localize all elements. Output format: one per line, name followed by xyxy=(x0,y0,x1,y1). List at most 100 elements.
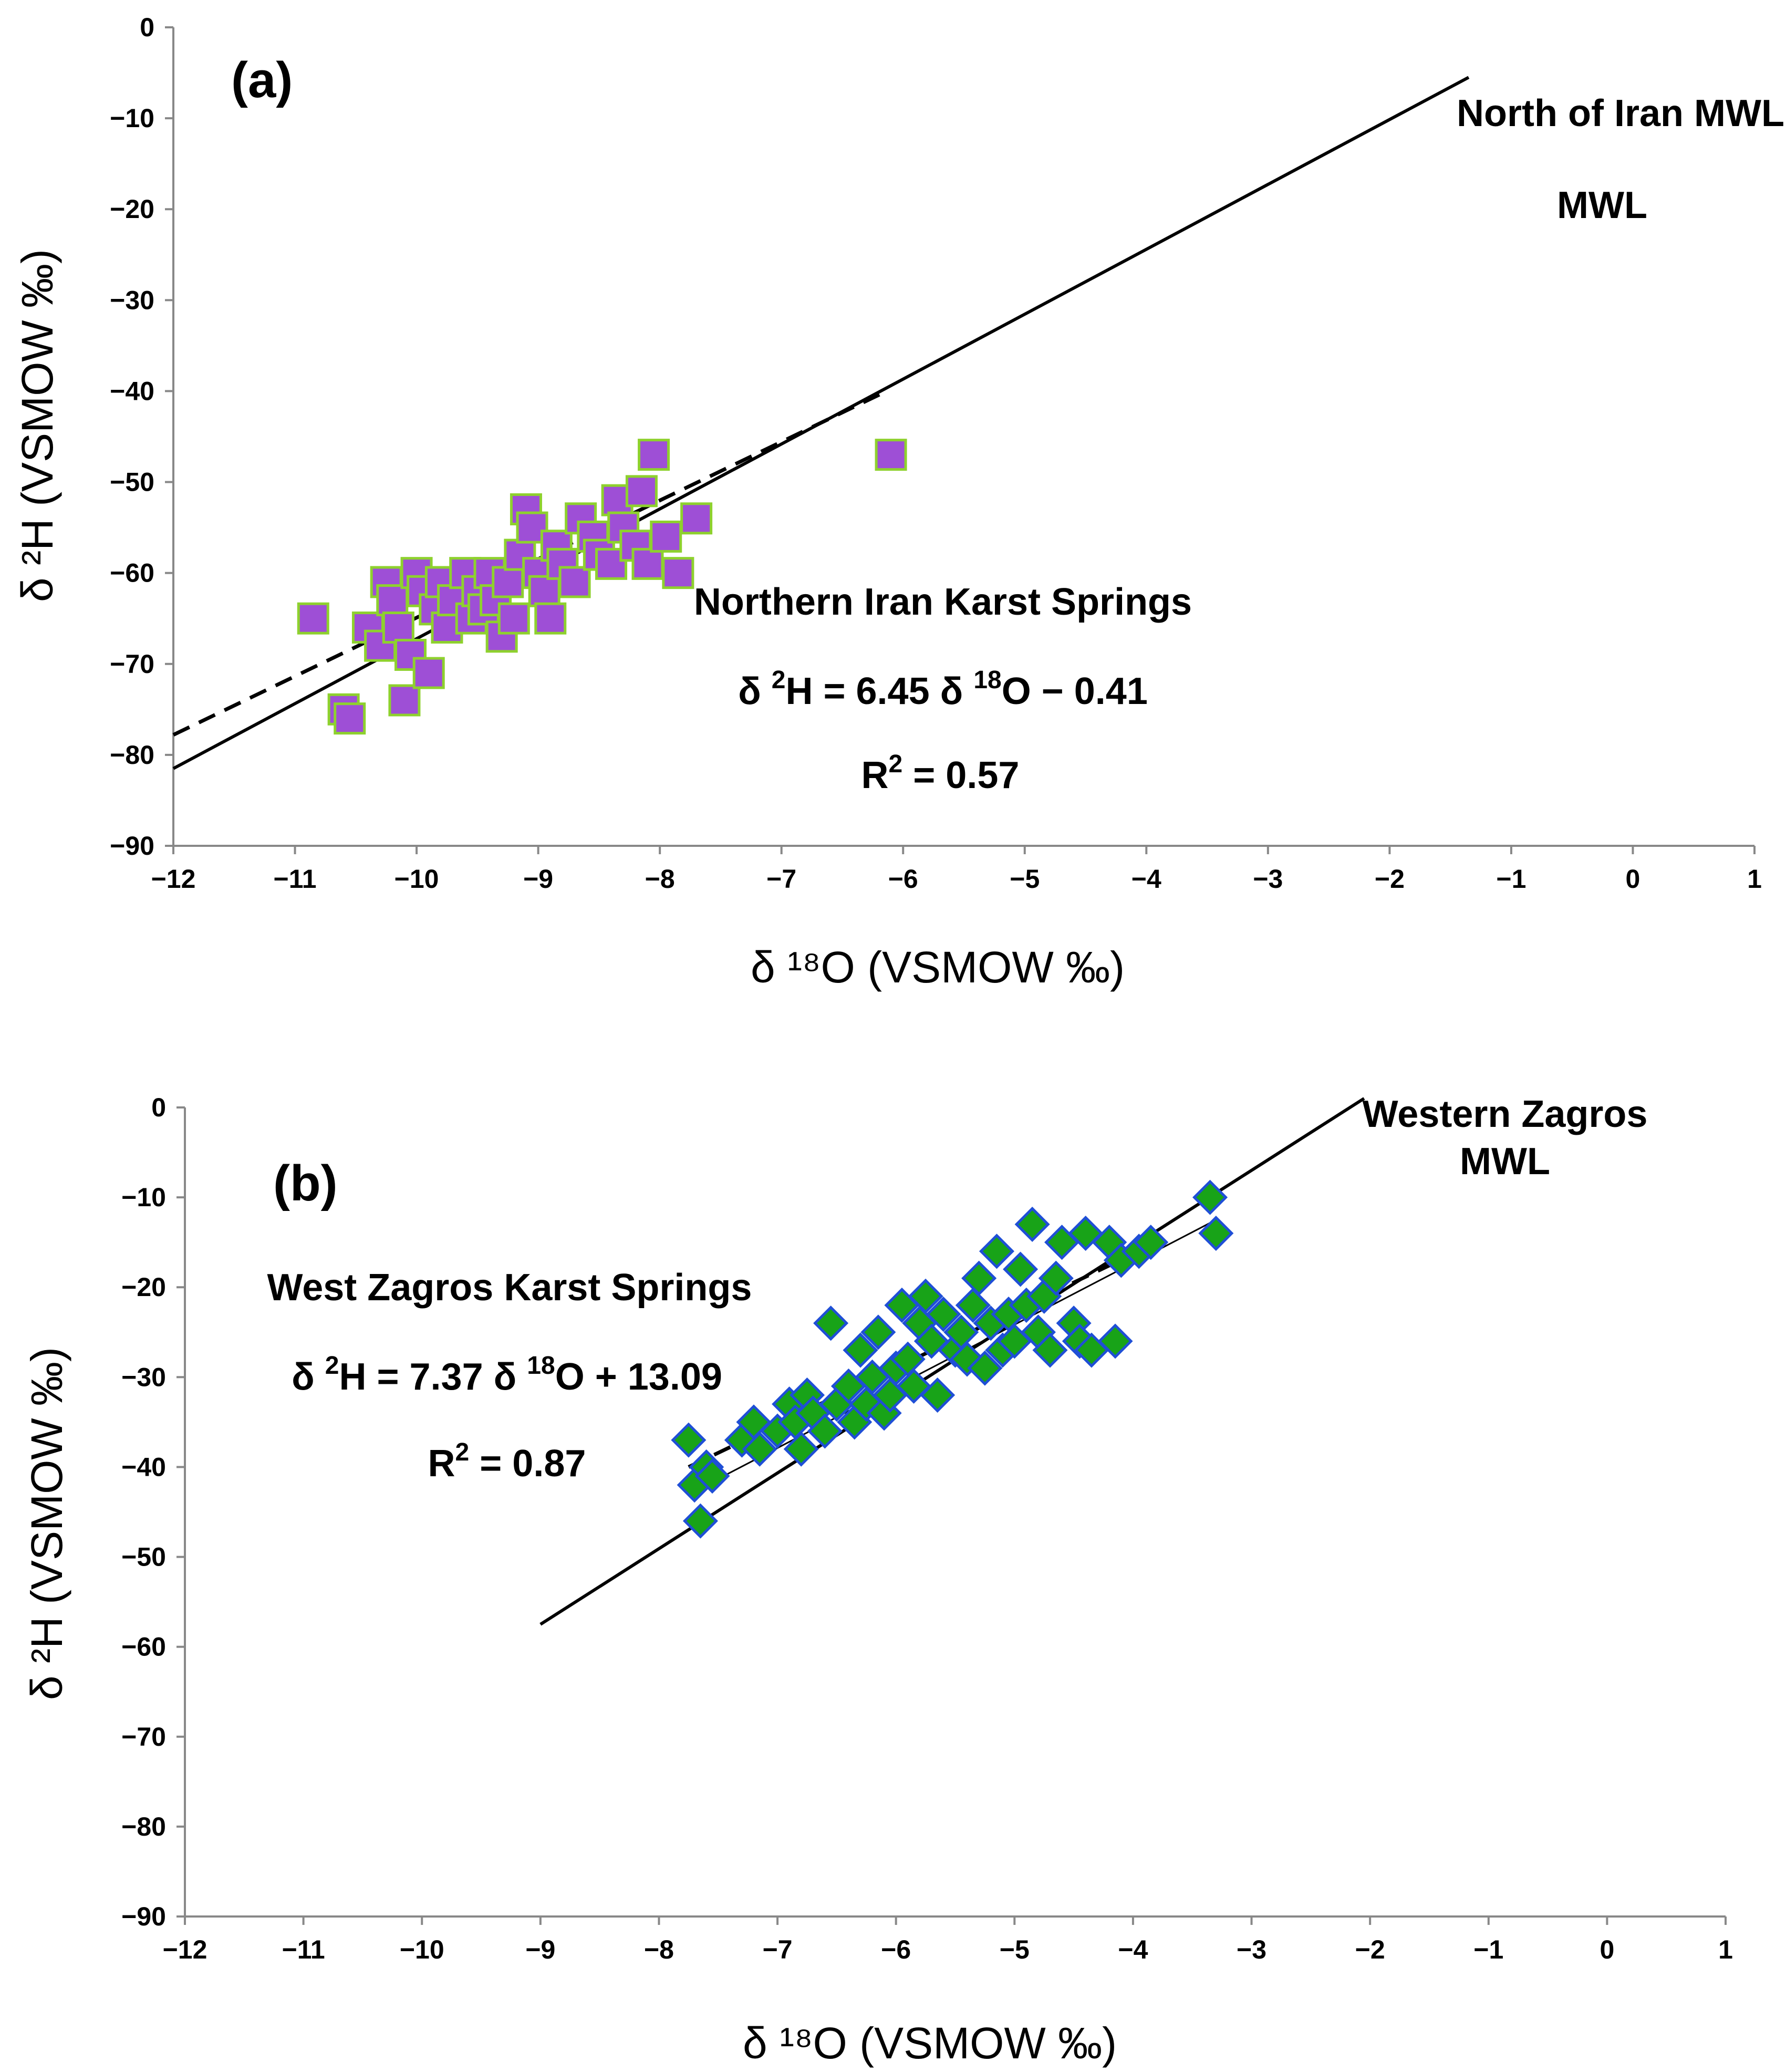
data-point xyxy=(926,1297,961,1332)
data-point xyxy=(671,1422,707,1458)
data-point xyxy=(843,1332,878,1368)
data-point xyxy=(1133,1225,1169,1260)
y-tick-label: −80 xyxy=(110,740,154,770)
chart-b-group-label: West Zagros Karst Springs xyxy=(267,1267,752,1309)
data-point xyxy=(908,1278,943,1314)
chart-b-y-axis-label: δ ²H (VSMOW ‰) xyxy=(22,1347,71,1700)
y-tick-label: −80 xyxy=(121,1812,166,1841)
data-point xyxy=(631,547,664,580)
data-point xyxy=(1097,1323,1133,1359)
y-tick-label: −10 xyxy=(121,1183,166,1212)
y-tick-label: −70 xyxy=(110,649,154,679)
x-tick-label: −9 xyxy=(523,864,553,894)
x-tick-label: −3 xyxy=(1253,864,1283,894)
chart-a-panel-label: (a) xyxy=(231,52,293,108)
data-point xyxy=(528,575,560,607)
chart-b-x-axis-label: δ ¹⁸O (VSMOW ‰) xyxy=(743,2018,1117,2068)
data-point xyxy=(961,1260,997,1296)
data-point xyxy=(1014,1206,1050,1242)
data-point xyxy=(807,1413,843,1449)
data-point xyxy=(1003,1251,1039,1287)
data-point xyxy=(979,1234,1015,1269)
x-tick-label: −1 xyxy=(1496,864,1526,894)
data-point xyxy=(783,1431,819,1467)
data-point xyxy=(1038,1260,1074,1296)
y-tick-label: −20 xyxy=(110,194,154,224)
data-point xyxy=(382,612,414,644)
data-point xyxy=(680,502,713,535)
data-point xyxy=(875,439,907,471)
y-tick-label: −40 xyxy=(110,376,154,406)
regression-line xyxy=(172,390,886,737)
data-point xyxy=(955,1287,991,1323)
data-point xyxy=(638,439,670,471)
data-point xyxy=(534,602,567,635)
data-point xyxy=(412,657,445,689)
x-tick-label: −6 xyxy=(881,1935,911,1964)
chart-a-mwl-label-2: MWL xyxy=(1557,184,1647,226)
x-tick-label: −12 xyxy=(151,864,196,894)
data-point xyxy=(1032,1332,1068,1368)
chart-a-group-label: Northern Iran Karst Springs xyxy=(694,581,1192,623)
y-tick-label: −40 xyxy=(121,1452,166,1482)
data-point xyxy=(595,547,628,580)
data-point xyxy=(388,684,421,717)
y-tick-label: 0 xyxy=(151,1093,166,1122)
chart-a-equation: δ 2H = 6.45 δ 18O − 0.41 xyxy=(738,666,1148,712)
x-tick-label: −8 xyxy=(644,1935,674,1964)
data-point xyxy=(492,566,524,598)
data-point xyxy=(334,702,366,735)
y-tick-label: 0 xyxy=(140,13,154,42)
data-point xyxy=(967,1350,1003,1386)
x-tick-label: −2 xyxy=(1355,1935,1385,1964)
data-point xyxy=(742,1431,777,1467)
x-tick-label: −4 xyxy=(1131,864,1161,894)
x-tick-label: 1 xyxy=(1718,1935,1733,1964)
data-point xyxy=(497,602,530,635)
chart-b-panel-label: (b) xyxy=(273,1155,338,1211)
x-tick-label: −9 xyxy=(525,1935,555,1964)
y-tick-label: −90 xyxy=(110,831,154,861)
data-point xyxy=(625,475,658,507)
data-point xyxy=(1192,1179,1228,1215)
x-tick-label: −10 xyxy=(394,864,439,894)
x-tick-label: −4 xyxy=(1118,1935,1148,1964)
x-tick-label: −12 xyxy=(163,1935,207,1964)
x-tick-label: −11 xyxy=(282,1935,325,1964)
chart-a-x-axis-label: δ ¹⁸O (VSMOW ‰) xyxy=(751,942,1125,992)
data-point xyxy=(694,1458,730,1494)
data-point xyxy=(1198,1216,1234,1251)
x-tick-label: −5 xyxy=(1000,1935,1030,1964)
data-point xyxy=(662,557,694,589)
data-point xyxy=(376,584,409,617)
data-point xyxy=(860,1314,896,1350)
chart-b-r2: R2 = 0.87 xyxy=(428,1438,586,1485)
x-tick-label: −10 xyxy=(400,1935,444,1964)
y-tick-label: −90 xyxy=(121,1902,166,1931)
chart-a-y-axis-label: δ ²H (VSMOW ‰) xyxy=(13,249,62,602)
chart-b-mwl-label-2: MWL xyxy=(1460,1141,1550,1183)
chart-a-mwl-label: North of Iran MWL xyxy=(1457,92,1784,134)
x-tick-label: −1 xyxy=(1473,1935,1503,1964)
data-point xyxy=(558,566,591,598)
data-point xyxy=(682,1503,718,1539)
x-tick-label: 1 xyxy=(1747,864,1762,894)
x-tick-label: −8 xyxy=(645,864,675,894)
y-tick-label: −60 xyxy=(110,558,154,588)
y-tick-label: −20 xyxy=(121,1272,166,1302)
x-tick-label: −5 xyxy=(1010,864,1040,894)
x-tick-label: 0 xyxy=(1626,864,1640,894)
x-tick-label: −2 xyxy=(1375,864,1405,894)
data-point xyxy=(813,1306,849,1341)
y-tick-label: −10 xyxy=(110,103,154,133)
y-tick-label: −30 xyxy=(121,1362,166,1392)
x-tick-label: −11 xyxy=(274,864,317,894)
chart-b-equation: δ 2H = 7.37 δ 18O + 13.09 xyxy=(292,1352,722,1398)
chart-a-r2: R2 = 0.57 xyxy=(861,750,1020,796)
x-tick-label: 0 xyxy=(1600,1935,1614,1964)
data-point xyxy=(920,1377,956,1413)
chart-b: 0−10−20−30−40−50−60−70−80−90 −12 −11 −10 −9… xyxy=(22,1093,1733,2068)
chart-a: 0−10−20−30−40−50−60−70−80−90 −12 −11 −10 −9… xyxy=(13,13,1784,992)
y-tick-label: −50 xyxy=(121,1542,166,1572)
